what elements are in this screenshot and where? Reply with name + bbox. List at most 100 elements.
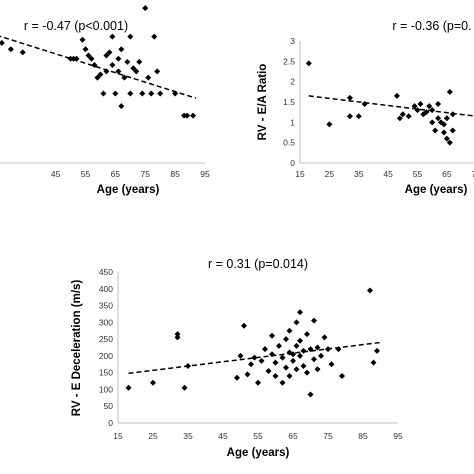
y-tick-label: 450 — [99, 267, 113, 277]
data-point — [276, 342, 282, 349]
x-tick-label: 35 — [183, 431, 193, 441]
data-point — [449, 111, 456, 118]
data-point — [125, 384, 132, 391]
y-tick-label: 0 — [290, 158, 295, 168]
data-point — [237, 352, 244, 359]
data-point — [440, 121, 447, 128]
trend-line — [308, 95, 474, 117]
data-point — [304, 369, 310, 376]
data-point — [283, 336, 289, 343]
data-point — [307, 391, 314, 398]
data-point — [73, 55, 80, 62]
data-point — [405, 113, 412, 120]
data-point — [300, 347, 307, 354]
data-point — [148, 90, 155, 97]
data-point — [190, 112, 197, 119]
data-point — [251, 354, 258, 361]
data-point — [321, 334, 328, 341]
data-point — [326, 121, 333, 128]
y-tick-label: 400 — [99, 284, 113, 294]
y-tick-label: 50 — [104, 401, 114, 411]
data-point — [272, 359, 279, 366]
y-tick-label: 0.5 — [283, 138, 295, 148]
data-point — [346, 94, 353, 101]
x-tick-label: 85 — [358, 431, 368, 441]
data-point — [286, 327, 293, 334]
y-tick-label: 0 — [108, 418, 113, 428]
y-tick-label: 2.5 — [283, 56, 295, 66]
data-point — [374, 347, 380, 354]
x-tick-label: 45 — [51, 169, 61, 179]
data-point — [440, 129, 447, 136]
data-point — [429, 107, 436, 114]
data-point — [262, 346, 268, 353]
y-tick-label: 3 — [290, 36, 295, 46]
data-point — [142, 5, 149, 12]
data-point — [258, 357, 265, 364]
data-point — [355, 113, 362, 120]
data-point — [112, 90, 119, 97]
y-tick-label: 2 — [290, 77, 295, 87]
data-point — [127, 33, 134, 40]
chart-title: r = -0.47 (p<0.001) — [24, 19, 128, 33]
x-tick-label: 65 — [288, 431, 298, 441]
y-tick-label: 350 — [99, 301, 113, 311]
data-point — [145, 74, 152, 81]
data-point — [414, 107, 421, 114]
y-tick-label: 150 — [99, 368, 113, 378]
data-point — [396, 115, 403, 122]
data-point — [174, 334, 181, 341]
data-point — [106, 49, 113, 56]
data-point — [304, 331, 310, 338]
data-point — [328, 361, 335, 368]
data-point — [181, 384, 188, 391]
data-point — [314, 366, 321, 373]
x-tick-label: 85 — [170, 169, 180, 179]
data-point — [435, 101, 442, 108]
x-tick-label: 25 — [325, 169, 335, 179]
data-point — [399, 111, 406, 118]
data-point — [417, 101, 424, 108]
data-point — [269, 351, 275, 358]
data-point — [88, 55, 95, 62]
data-point — [103, 52, 110, 59]
y-tick-label: 1.5 — [283, 97, 295, 107]
data-point — [19, 49, 26, 56]
data-point — [411, 103, 418, 110]
data-point — [255, 379, 261, 386]
data-point — [0, 39, 5, 46]
chart-panel-3: r = 0.31 (p=0.014) 15 25 35 45 55 65 75 85 95 Age … — [71, 257, 403, 459]
data-point — [286, 373, 293, 380]
data-point — [279, 379, 286, 386]
data-point — [311, 356, 317, 363]
data-point — [279, 354, 286, 361]
data-point — [124, 58, 131, 65]
data-point — [311, 317, 317, 324]
data-point — [269, 332, 275, 339]
data-point — [272, 373, 279, 380]
data-point — [154, 68, 161, 75]
data-point — [443, 115, 450, 122]
data-point — [361, 101, 368, 108]
data-point — [297, 337, 303, 344]
data-point — [435, 115, 442, 122]
data-point — [139, 90, 146, 97]
data-point — [127, 90, 134, 97]
y-tick-label: 250 — [99, 334, 113, 344]
data-point — [367, 287, 373, 294]
data-point — [318, 352, 324, 359]
data-point — [300, 362, 307, 369]
data-point — [443, 135, 450, 142]
data-point — [265, 367, 272, 374]
x-tick-label: 45 — [383, 169, 393, 179]
x-axis-label: Age (years) — [405, 184, 468, 196]
data-point — [293, 319, 300, 326]
x-tick-label: 25 — [148, 431, 158, 441]
data-point — [185, 362, 191, 369]
data-point — [115, 55, 122, 62]
x-tick-label: 45 — [218, 431, 228, 441]
data-point — [157, 90, 164, 97]
y-tick-label: 200 — [99, 351, 113, 361]
